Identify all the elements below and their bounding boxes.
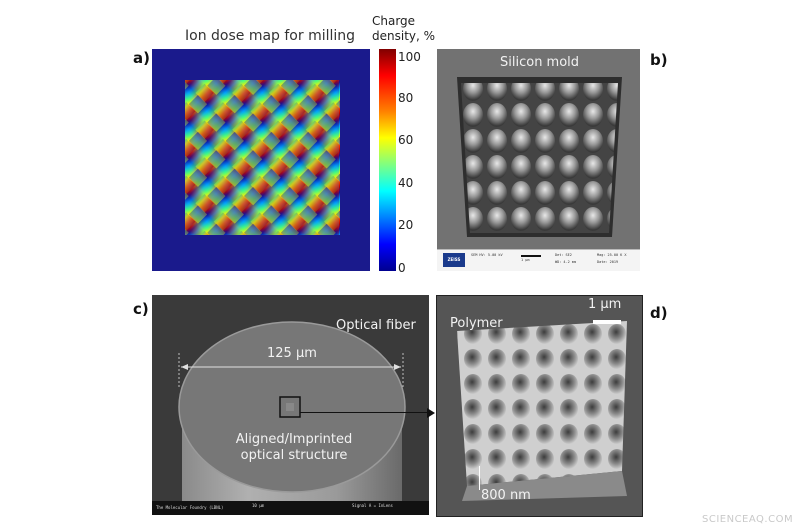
colorbar-title-line2: density, % (372, 29, 436, 43)
fiber-databar-mid: 10 µm (252, 503, 265, 508)
colorbar (379, 49, 396, 271)
colorbar-tick: 0 (398, 261, 406, 275)
structure-label-line2: optical structure (240, 448, 348, 463)
silicon-mold-sem-image: ZEISS SEM HV: 5.00 kV 1 µm Det: SE2 WD: … (437, 49, 640, 271)
panel-c-letter: c) (133, 300, 149, 318)
databar-cell: 1 µm (521, 258, 530, 262)
databar-cell: Det: SE2 (555, 253, 572, 257)
colorbar-tick: 100 (398, 50, 421, 64)
databar-cell: WD: 4.2 mm (555, 260, 577, 264)
structure-label-line1: Aligned/Imprinted (235, 432, 353, 447)
structure-label: Aligned/Imprinted optical structure (220, 432, 368, 464)
scale-bar (593, 320, 621, 324)
databar-cell: Date: 2019 (597, 260, 619, 264)
databar-cell: SEM HV: 5.00 kV (471, 253, 503, 257)
databar-scale-line (521, 255, 541, 257)
colorbar-tick: 20 (398, 218, 414, 232)
colorbar-tick: 60 (398, 133, 414, 147)
colorbar-title-line1: Charge (372, 14, 416, 28)
panel-b-letter: b) (650, 51, 668, 69)
sem-databar: ZEISS SEM HV: 5.00 kV 1 µm Det: SE2 WD: … (437, 249, 640, 271)
dose-map-title: Ion dose map for milling (185, 28, 356, 44)
silicon-mold-texture (457, 77, 622, 237)
dose-map-checker (185, 80, 340, 235)
silicon-mold-label: Silicon mold (500, 55, 580, 70)
panel-a-letter: a) (133, 49, 150, 67)
height-label: 800 nm (481, 488, 531, 503)
optical-fiber-label: Optical fiber (336, 318, 416, 333)
watermark: SCIENCEAQ.COM (702, 514, 794, 525)
height-marker (479, 466, 480, 490)
fiber-databar-right: Signal A = InLens (352, 503, 393, 508)
optical-fiber-sem-image: The Molecular Foundry (LBNL) 10 µm Signa… (152, 295, 429, 515)
zeiss-logo-text: ZEISS (447, 257, 461, 262)
polymer-sem-image (436, 295, 643, 517)
ion-dose-map (152, 49, 370, 271)
colorbar-tick: 40 (398, 176, 414, 190)
polymer-label: Polymer (450, 316, 503, 331)
polymer-texture (457, 321, 627, 501)
colorbar-tick: 80 (398, 91, 414, 105)
fiber-databar-left: The Molecular Foundry (LBNL) (156, 505, 224, 510)
scale-bar-label: 1 µm (588, 297, 622, 312)
zoom-connector-arrow (427, 408, 435, 418)
fiber-drawing (152, 321, 429, 515)
panel-d-letter: d) (650, 304, 668, 322)
colorbar-title: Charge density, % (372, 14, 435, 44)
fiber-diameter-label: 125 µm (267, 346, 317, 361)
zoom-connector (300, 412, 430, 413)
zeiss-logo: ZEISS (443, 253, 465, 267)
databar-cell: Mag: 25.00 K X (597, 253, 627, 257)
